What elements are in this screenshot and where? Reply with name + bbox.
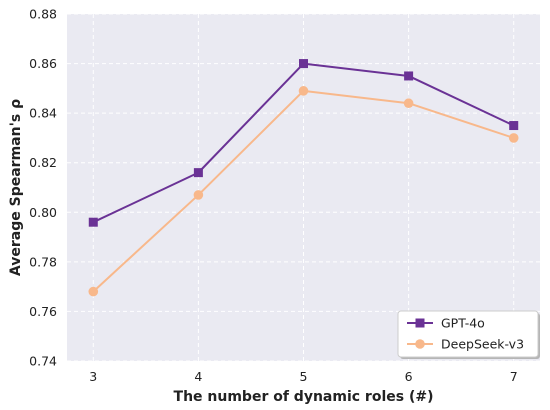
y-tick-label: 0.84 [29, 106, 57, 121]
data-point [403, 98, 414, 109]
y-tick-label: 0.76 [29, 304, 57, 319]
data-point [404, 71, 414, 81]
data-point [299, 59, 308, 69]
x-tick-label: 5 [300, 369, 308, 384]
data-point [88, 286, 99, 297]
grid-lines [67, 13, 540, 362]
y-axis-label: Average Spearman's ρ [8, 99, 24, 276]
y-tick-label: 0.86 [29, 56, 57, 71]
x-tick-labels: 3 4 5 6 7 [89, 369, 517, 384]
y-tick-label: 0.74 [29, 354, 57, 369]
x-tick-label: 3 [89, 369, 97, 384]
y-tick-label: 0.78 [29, 254, 57, 269]
data-point [88, 217, 98, 227]
legend-marker [415, 318, 425, 328]
data-point [298, 86, 309, 96]
y-tick-label: 0.88 [29, 7, 57, 22]
x-tick-label: 6 [405, 369, 413, 384]
legend-marker [415, 339, 425, 349]
data-point [508, 133, 519, 143]
series-markers [88, 59, 519, 297]
x-axis-label: The number of dynamic roles (#) [174, 389, 434, 405]
y-tick-labels: 0.74 0.76 0.78 0.80 0.82 0.84 0.86 0.88 [29, 7, 57, 369]
legend-label: GPT-4o [441, 316, 485, 331]
legend-label: DeepSeek-v3 [441, 337, 524, 352]
legend: GPT-4o DeepSeek-v3 [397, 310, 540, 359]
x-tick-label: 4 [194, 369, 202, 384]
y-tick-label: 0.82 [29, 155, 57, 170]
x-tick-label: 7 [510, 369, 518, 384]
data-point [509, 121, 519, 131]
y-tick-label: 0.80 [29, 205, 57, 220]
data-point [193, 190, 204, 200]
data-point [193, 168, 203, 178]
